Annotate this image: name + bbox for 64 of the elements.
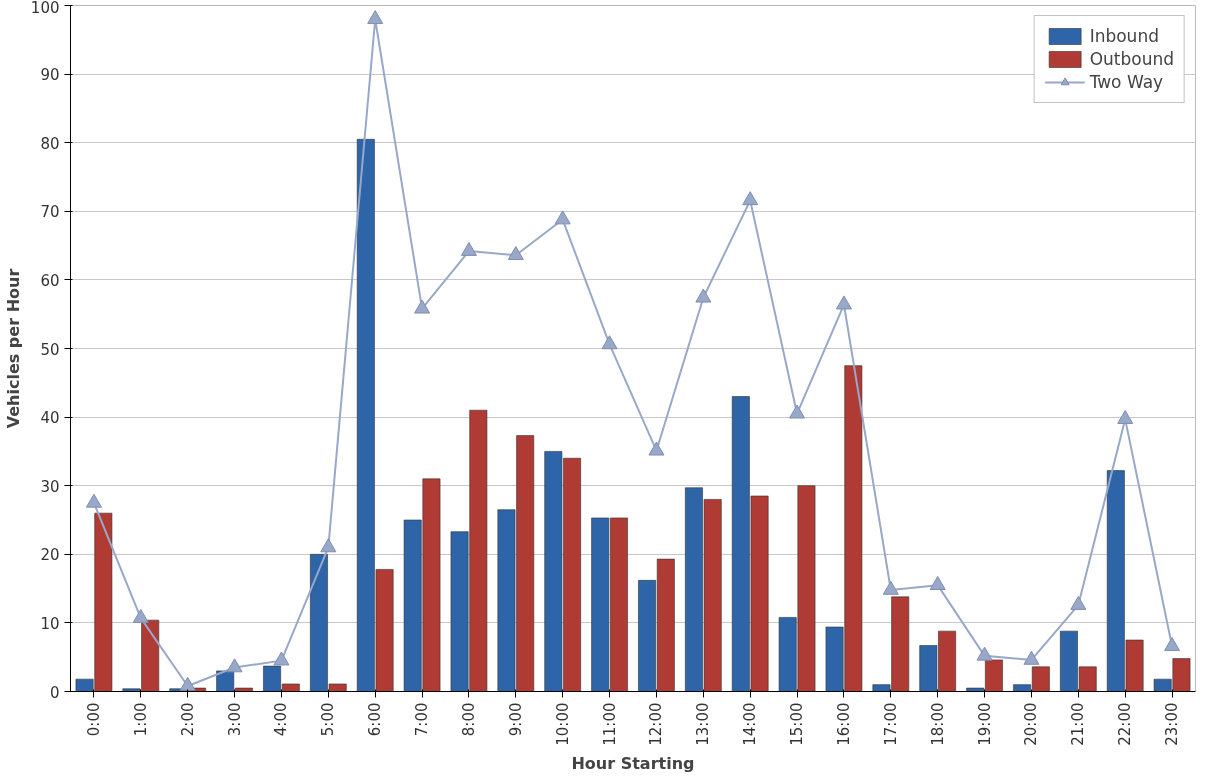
x-tick-label: 7:00 <box>413 702 432 737</box>
x-tick-label: 16:00 <box>834 702 853 746</box>
point <box>929 576 946 590</box>
x-tick-label: 0:00 <box>84 702 103 737</box>
x-tick-label: 13:00 <box>694 702 713 746</box>
y-tick-label: 100 <box>30 0 60 17</box>
point <box>554 210 571 225</box>
x-tick-label: 9:00 <box>506 702 525 737</box>
point <box>179 676 196 691</box>
legend-label: Two Way <box>1089 72 1164 92</box>
x-tick-label: 21:00 <box>1069 702 1088 746</box>
y-tick-label: 20 <box>40 546 60 565</box>
x-axis-title: Hour Starting <box>571 753 695 773</box>
point <box>648 441 665 456</box>
point <box>835 295 852 310</box>
x-tick-label: 23:00 <box>1163 702 1182 746</box>
x-tick-label: 6:00 <box>366 702 385 737</box>
x-tick-label: 18:00 <box>928 702 947 746</box>
x-tick-label: 5:00 <box>319 702 338 737</box>
y-tick-label: 10 <box>40 614 60 633</box>
point <box>1117 410 1134 424</box>
y-tick-label: 30 <box>40 477 60 496</box>
x-tick-label: 22:00 <box>1116 702 1135 746</box>
legend-label: Outbound <box>1089 49 1174 69</box>
point <box>320 538 337 553</box>
x-tick-label: 4:00 <box>272 702 291 737</box>
point <box>507 246 524 261</box>
y-tick-label: 60 <box>40 271 60 290</box>
point <box>1164 637 1181 652</box>
y-tick-label: 50 <box>40 340 60 359</box>
x-tick-label: 8:00 <box>459 702 478 737</box>
x-tick-label: 12:00 <box>647 702 666 746</box>
point <box>132 608 149 623</box>
x-tick-label: 3:00 <box>225 702 244 737</box>
x-tick-label: 15:00 <box>788 702 807 746</box>
y-tick-label: 90 <box>40 66 60 85</box>
point <box>601 335 618 350</box>
x-tick-label: 17:00 <box>881 702 900 746</box>
point <box>695 288 712 303</box>
legend-label: Inbound <box>1089 26 1159 46</box>
y-tick-label: 0 <box>49 683 60 702</box>
x-tick-label: 14:00 <box>741 702 760 746</box>
x-tick-label: 2:00 <box>178 702 197 737</box>
point <box>976 646 993 661</box>
x-tick-label: 20:00 <box>1022 702 1041 746</box>
point <box>226 658 243 673</box>
x-tick-label: 1:00 <box>131 702 150 737</box>
x-tick-label: 11:00 <box>600 702 619 746</box>
point <box>85 493 102 508</box>
point <box>273 651 290 666</box>
x-tick-label: 10:00 <box>553 702 572 746</box>
x-tick-label: 19:00 <box>975 702 994 746</box>
point <box>789 404 806 419</box>
point <box>460 241 477 256</box>
point <box>882 580 899 595</box>
point <box>1023 650 1040 665</box>
y-tick-label: 70 <box>40 203 60 222</box>
y-tick-label: 80 <box>40 134 60 153</box>
y-axis-title: Vehicles per Hour <box>3 268 23 429</box>
y-tick-label: 40 <box>40 409 60 428</box>
point <box>742 191 759 206</box>
point <box>1070 595 1087 610</box>
point <box>414 299 431 314</box>
point <box>367 10 384 25</box>
